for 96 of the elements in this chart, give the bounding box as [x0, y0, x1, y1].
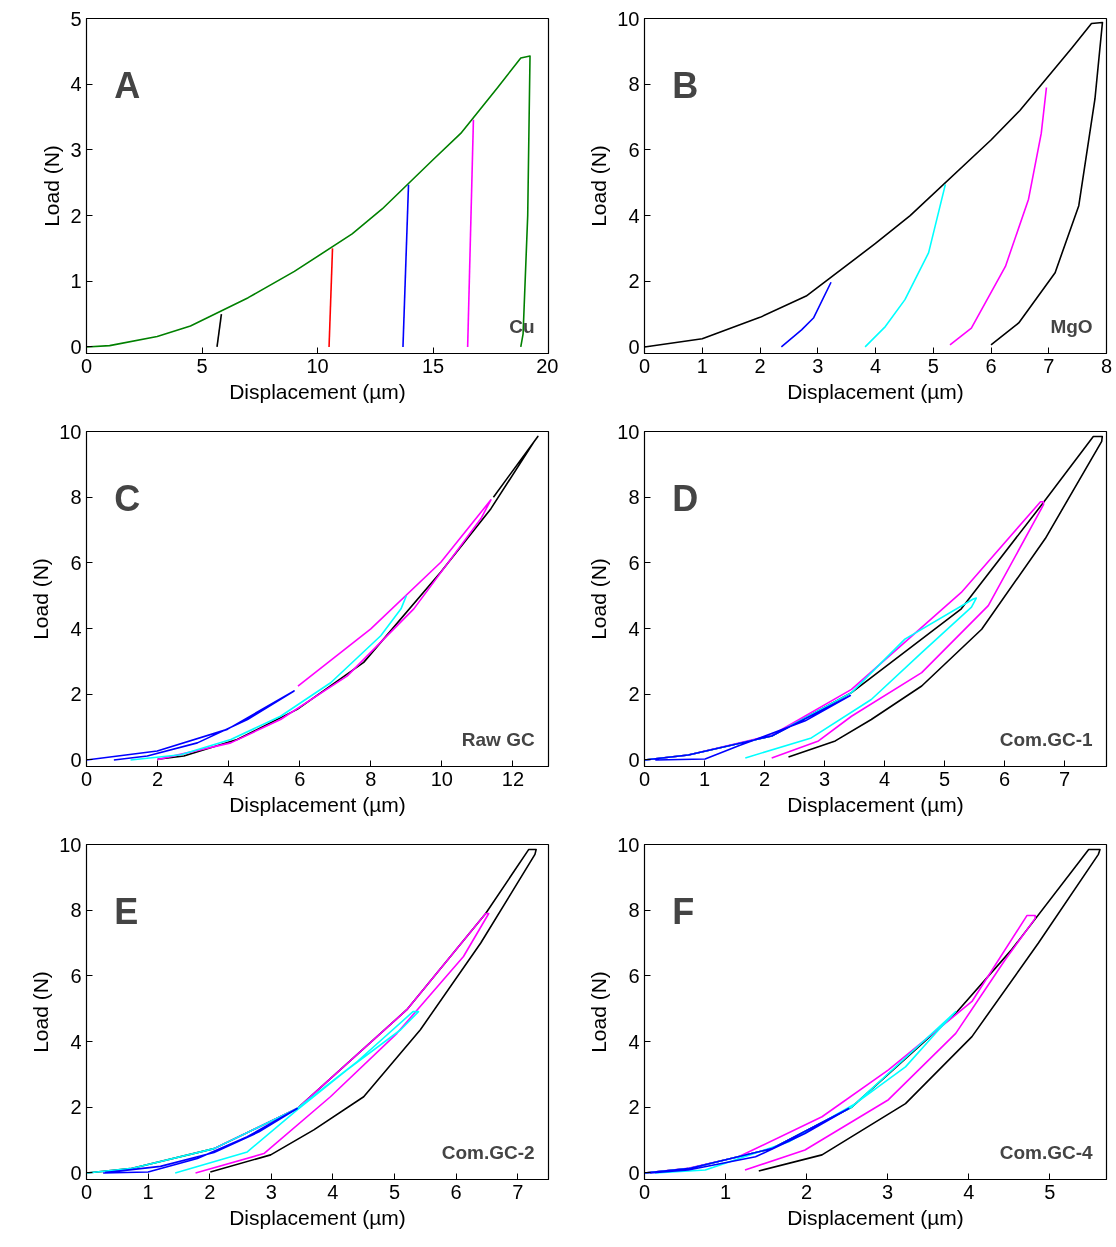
y-tick-label: 4: [70, 617, 82, 640]
y-tick-label: 2: [628, 1096, 640, 1119]
x-tick-label: 1: [142, 1180, 154, 1203]
x-tick-label: 2: [754, 354, 766, 377]
y-tick-label: 10: [59, 420, 82, 443]
x-axis-title: Displacement (µm): [787, 792, 964, 816]
x-tick-label: 1: [696, 354, 708, 377]
x-tick-label: 5: [388, 1180, 401, 1203]
x-tick-label: 3: [812, 354, 824, 377]
y-tick-label: 8: [628, 899, 640, 922]
y-tick-label: 10: [59, 833, 82, 856]
y-axis-title: Load (N): [40, 145, 64, 227]
y-tick-label: 0: [70, 748, 82, 771]
x-axis-title: Displacement (µm): [787, 379, 964, 403]
y-axis-title: Load (N): [29, 971, 53, 1053]
y-tick-label: 6: [628, 964, 640, 987]
x-axis-title: Displacement (µm): [787, 1205, 964, 1229]
y-tick-label: 0: [628, 335, 640, 358]
annotation: A: [114, 65, 141, 106]
x-tick-label: 2: [801, 1180, 813, 1203]
x-tick-label: 1: [719, 1180, 732, 1203]
x-tick-label: 4: [878, 767, 891, 790]
y-tick-label: 0: [70, 1161, 82, 1184]
y-tick-label: 10: [617, 833, 640, 856]
y-tick-label: 2: [628, 683, 640, 706]
annotation: Com.GC-4: [999, 1141, 1094, 1163]
y-tick-label: 6: [70, 551, 82, 574]
x-tick-label: 8: [1100, 354, 1113, 377]
x-tick-label: 7: [1043, 354, 1055, 377]
y-tick-label: 8: [70, 899, 82, 922]
annotation: Com.GC-2: [441, 1141, 535, 1163]
x-tick-label: 2: [758, 767, 771, 790]
y-tick-label: 10: [617, 7, 640, 30]
y-axis-title: Load (N): [587, 145, 611, 227]
x-tick-label: 2: [152, 767, 164, 790]
y-tick-label: 0: [628, 1161, 640, 1184]
annotation: E: [114, 891, 139, 932]
x-tick-label: 6: [985, 354, 997, 377]
y-tick-label: 4: [628, 1030, 640, 1053]
x-tick-label: 7: [512, 1180, 524, 1203]
x-tick-label: 7: [1058, 767, 1071, 790]
y-tick-label: 5: [70, 7, 82, 30]
annotation: Com.GC-1: [999, 728, 1094, 750]
x-tick-label: 10: [430, 767, 454, 790]
y-tick-label: 8: [628, 73, 640, 96]
y-tick-label: 10: [617, 420, 640, 443]
y-tick-label: 6: [628, 551, 640, 574]
x-tick-label: 2: [204, 1180, 216, 1203]
y-tick-label: 4: [70, 73, 82, 96]
x-tick-label: 4: [869, 354, 882, 377]
y-axis-title: Load (N): [587, 558, 611, 640]
x-tick-label: 1: [698, 767, 711, 790]
annotation: B: [672, 65, 699, 106]
y-tick-label: 2: [70, 204, 82, 227]
y-tick-label: 4: [628, 204, 640, 227]
y-axis-title: Load (N): [29, 558, 53, 640]
y-tick-label: 2: [70, 1096, 82, 1119]
x-tick-label: 15: [421, 354, 445, 377]
y-tick-label: 8: [70, 486, 82, 509]
y-tick-label: 0: [628, 748, 640, 771]
x-tick-label: 6: [998, 767, 1011, 790]
x-tick-label: 3: [265, 1180, 277, 1203]
annotation: Raw GC: [461, 728, 535, 750]
x-axis-title: Displacement (µm): [229, 792, 406, 816]
y-tick-label: 2: [628, 270, 640, 293]
x-tick-label: 3: [882, 1180, 894, 1203]
annotation: D: [672, 478, 699, 519]
x-tick-label: 4: [223, 767, 235, 790]
y-tick-label: 0: [70, 335, 82, 358]
y-tick-label: 4: [70, 1030, 82, 1053]
annotation: MgO: [1050, 315, 1093, 337]
y-tick-label: 3: [70, 138, 82, 161]
x-tick-label: 5: [927, 354, 939, 377]
y-tick-label: 8: [628, 486, 640, 509]
x-tick-label: 6: [294, 767, 306, 790]
y-tick-label: 4: [628, 617, 640, 640]
annotation: F: [672, 891, 695, 932]
x-tick-label: 4: [327, 1180, 339, 1203]
x-tick-label: 4: [963, 1180, 975, 1203]
x-tick-label: 3: [818, 767, 831, 790]
y-tick-label: 1: [70, 270, 82, 293]
x-tick-label: 6: [450, 1180, 462, 1203]
x-tick-label: 5: [196, 354, 208, 377]
x-tick-label: 10: [306, 354, 329, 377]
x-tick-label: 5: [938, 767, 951, 790]
y-axis-title: Load (N): [587, 971, 611, 1053]
x-axis-title: Displacement (µm): [229, 379, 406, 403]
x-tick-label: 5: [1044, 1180, 1056, 1203]
annotation: C: [114, 478, 141, 519]
x-axis-title: Displacement (µm): [229, 1205, 406, 1229]
y-tick-label: 6: [70, 964, 82, 987]
x-tick-label: 8: [365, 767, 377, 790]
y-tick-label: 6: [628, 138, 640, 161]
x-tick-label: 20: [536, 354, 559, 377]
x-tick-label: 12: [501, 767, 525, 790]
y-tick-label: 2: [70, 683, 82, 706]
